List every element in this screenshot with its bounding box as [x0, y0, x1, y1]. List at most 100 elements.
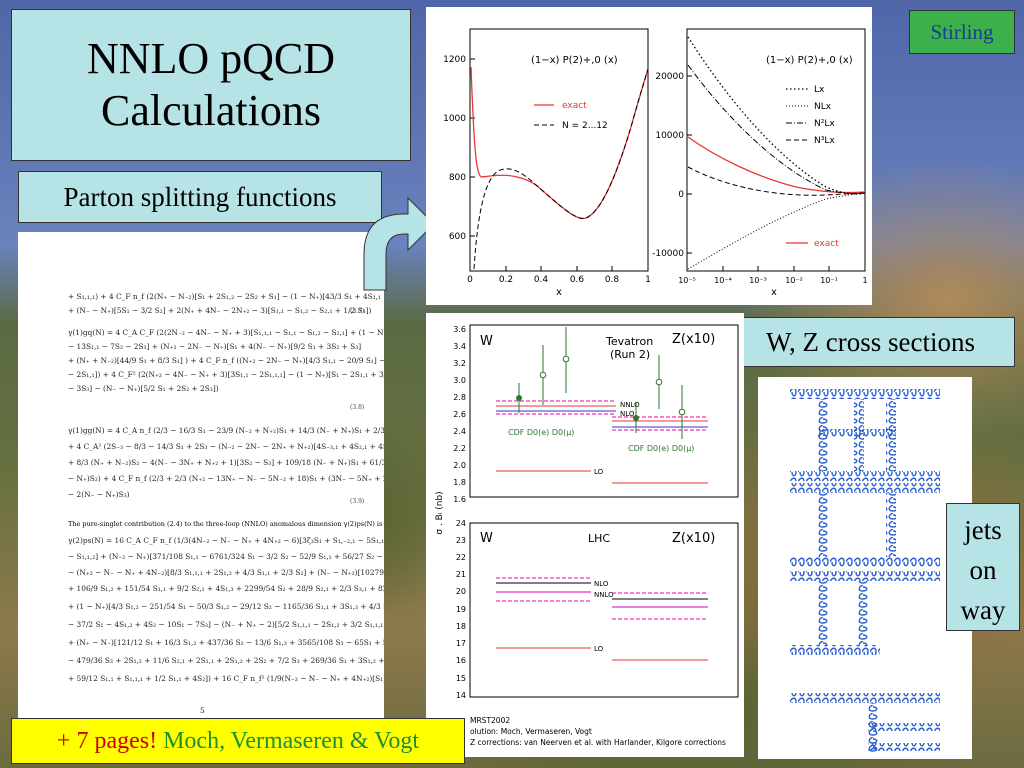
nlx-curve	[687, 192, 866, 270]
equation-line: + (N₋ − N₊)[5S₁ − 3/2 S₂] + 2(N₊ + 4N₋ −…	[68, 306, 372, 315]
y-tick: 19	[456, 605, 466, 614]
x-tick: 0.8	[605, 275, 620, 285]
y-tick: 24	[456, 519, 466, 528]
page-number: 5	[200, 706, 205, 715]
z-data-label: CDF D0(e) D0(μ)	[628, 444, 694, 453]
subtitle-text: Parton splitting functions	[63, 181, 337, 212]
y-axis-label: σ . Bₗ (nb)	[435, 491, 445, 534]
equation-number: (3.7)	[350, 308, 365, 315]
lhc-panel: 14 15 16 17 18 19 20 21 22 23 24 W LHC Z…	[456, 519, 739, 700]
title-line-2: Calculations	[101, 86, 321, 135]
y-tick: 14	[456, 691, 466, 700]
slide-title: NNLO pQCD Calculations	[11, 9, 411, 161]
equation-line: + 8/3 (N₊ + N₋₂)S₂ − 4(N₋ − 3N₊ + N₊₂ + …	[68, 458, 384, 467]
wz-label-text: W, Z cross sections	[766, 326, 975, 357]
x-tick: 0.2	[499, 275, 513, 285]
n2lx-curve	[687, 64, 866, 195]
y-tick: 23	[456, 536, 466, 545]
exact-curve	[687, 136, 866, 194]
equation-line: − 479/36 S₃ + 2S₁,₂ + 11/6 S₂,₁ + 2S₁,₁ …	[68, 656, 384, 665]
equation-line: − 13S₁,₁ − 7S₂ − 2S₃] + (N₊₂ − 2N₋ − N₊)…	[68, 342, 362, 351]
jets-label-box: jets on way	[946, 503, 1020, 631]
cross-section-figure: 1.6 1.8 2.0 2.2 2.4 2.6 2.8 3.0 3.2 3.4 …	[426, 313, 744, 757]
w-label: W	[480, 334, 493, 349]
x-tick: 0.4	[534, 275, 549, 285]
equation-line: γ(1)gq(N) = 4 C_A C_F (2(2N₋₂ − 4N₋ − N₊…	[68, 328, 384, 337]
y-tick: 2.2	[453, 444, 466, 453]
tevatron-panel: 1.6 1.8 2.0 2.2 2.4 2.6 2.8 3.0 3.2 3.4 …	[453, 324, 739, 504]
n3lx-curve	[687, 166, 866, 196]
y-tick: 1.8	[453, 478, 466, 487]
equation-line: + (N₊ + N₋₂)[44/9 S₁ + 8/3 S₁] ) + 4 C_F…	[68, 356, 384, 365]
x-tick: 10⁻⁵	[678, 276, 696, 285]
y-tick: 800	[449, 173, 466, 183]
curve-label-nnlo: NNLO	[620, 401, 640, 409]
y-tick: 2.4	[453, 427, 466, 436]
y-tick: 3.2	[453, 359, 466, 368]
y-tick: 15	[456, 674, 466, 683]
left-panel: 600 800 1000 1200 0 0.2 0.4 0.6 0.8 1 x …	[443, 28, 651, 298]
x-tick: 1	[862, 276, 867, 285]
legend-exact: exact	[814, 239, 839, 249]
equation-line: − 37/2 S₁ − 4S₁,₂ + 4S₂ − 10S₁ − 7S₃] − …	[68, 620, 384, 629]
curve-label-nlo: NLO	[594, 580, 609, 588]
w-data-label: CDF D0(e) D0(μ)	[508, 428, 574, 437]
jets-label-line: on	[969, 555, 997, 585]
x-tick: 10⁻³	[749, 276, 767, 285]
note-line: Z corrections: van Neerven et al. with H…	[470, 738, 726, 747]
y-tick: 2.6	[453, 410, 466, 419]
wz-label-box: W, Z cross sections	[726, 317, 1015, 367]
equation-number: (3.8)	[350, 404, 365, 411]
y-tick: 1000	[443, 114, 466, 124]
y-tick: 10000	[655, 131, 684, 141]
equation-number: (3.9)	[350, 498, 365, 505]
y-tick: 20000	[655, 72, 684, 82]
approx-curve	[473, 68, 649, 270]
y-tick: 21	[456, 570, 466, 579]
y-tick: 20	[456, 587, 466, 596]
exact-curve	[470, 66, 649, 220]
gluon-ladder-2	[790, 483, 940, 567]
equation-line: + 4 C_A² (2S₋₃ − 8/3 − 14/3 S₁ + 2S₃ − (…	[68, 442, 384, 451]
panel-title: (1−x) P(2)+,0 (x)	[531, 55, 618, 66]
x-axis-label: x	[556, 287, 562, 298]
curve-label-nnlo: NNLO	[594, 591, 614, 599]
gluon-ladder-3	[790, 571, 940, 655]
legend-n3lx: N³Lx	[814, 136, 835, 146]
equation-line: − 2(N₋ − N₊)S₃)	[68, 490, 130, 499]
y-tick: 17	[456, 639, 466, 648]
legend-nlx: NLx	[814, 102, 832, 112]
w-label: W	[480, 531, 493, 546]
equation-line: + (1 − N₊)[4/3 S₁,₂ − 251/54 S₁ − 50/3 S…	[68, 602, 384, 611]
jets-label-line: way	[960, 595, 1006, 625]
equation-line: γ(2)ps(N) = 16 C_A C_F n_f (1/3(4N₋₂ − N…	[68, 536, 384, 545]
equation-line: − S₁,₁,₂] + (N₋₂ − N₊)[371/108 S₁,₁ − 67…	[68, 552, 384, 561]
y-tick: 18	[456, 622, 466, 631]
legend-lx: Lx	[814, 85, 825, 95]
footer-credit: + 7 pages! Moch, Vermaseren & Vogt	[11, 718, 465, 764]
y-tick: 3.6	[453, 325, 466, 334]
note-line: MRST2002	[470, 716, 510, 725]
jets-label-line: jets	[964, 515, 1002, 545]
equation-line: − 3S₃] − (N₋ − N₊)[5/2 S₁ + 2S₂ + 2S₃])	[68, 384, 219, 393]
gluon-ladder-4	[790, 693, 940, 753]
equation-line: γ(1)gg(N) = 4 C_A n_f (2/3 − 16/3 S₁ − 2…	[68, 426, 384, 435]
y-tick: 16	[456, 656, 466, 665]
note-line: olution: Moch, Vermaseren, Vogt	[470, 727, 592, 736]
z-label: Z(x10)	[672, 531, 715, 546]
pages-note: + 7 pages!	[56, 727, 158, 754]
curve-label-lo: LO	[594, 645, 604, 653]
run-label: (Run 2)	[610, 348, 650, 361]
paper-paragraph: The pure-singlet contribution (2.4) to t…	[68, 520, 383, 528]
equation-line: − 2S₁,₁]) + 4 C_F² (2(N₊₂ − 4N₋ − N₊ + 3…	[68, 370, 384, 379]
legend-n2lx: N²Lx	[814, 119, 835, 129]
z-label: Z(x10)	[672, 332, 715, 347]
splitting-function-figure: 600 800 1000 1200 0 0.2 0.4 0.6 0.8 1 x …	[426, 7, 872, 305]
y-tick: 1.6	[453, 495, 466, 504]
legend-exact: exact	[562, 101, 587, 111]
title-line-1: NNLO pQCD	[86, 34, 336, 83]
curve-label-lo: LO	[594, 468, 604, 476]
equation-line: − N₊)S₂) + 4 C_F n_f (2/3 + 2/3 (N₊₂ − 1…	[68, 474, 384, 483]
x-tick: 0	[467, 275, 473, 285]
curve-label-nlo: NLO	[620, 410, 635, 418]
